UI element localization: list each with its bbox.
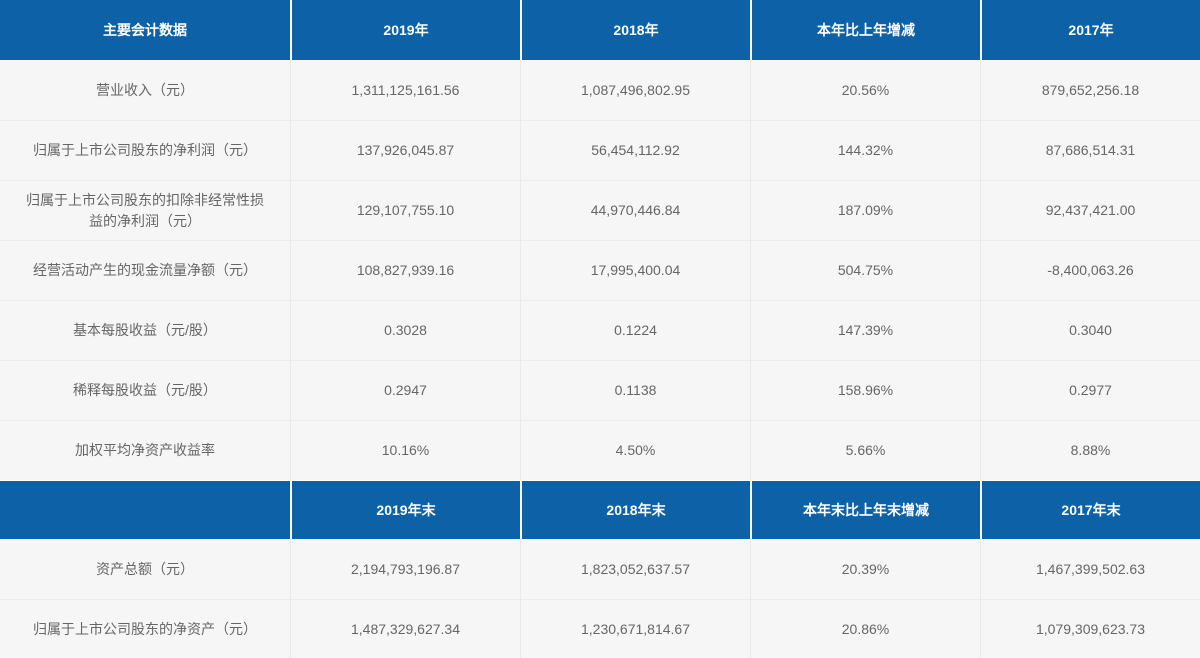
cell-change-value: 187.09% <box>750 180 980 240</box>
header-cell-empty <box>0 481 290 539</box>
table-row-net-profit-excl-nonrecurring: 归属于上市公司股东的扣除非经常性损益的净利润（元） 129,107,755.10… <box>0 180 1200 240</box>
table-row-total-assets: 资产总额（元） 2,194,793,196.87 1,823,052,637.5… <box>0 539 1200 599</box>
cell-2019-value: 2,194,793,196.87 <box>290 539 520 599</box>
cell-2017-value: 87,686,514.31 <box>980 120 1200 180</box>
cell-2017-value: 0.3040 <box>980 300 1200 360</box>
cell-change-value: 20.86% <box>750 599 980 658</box>
cell-2017-value: 0.2977 <box>980 360 1200 420</box>
table-row-net-assets: 归属于上市公司股东的净资产（元） 1,487,329,627.34 1,230,… <box>0 599 1200 658</box>
cell-2017-value: 1,079,309,623.73 <box>980 599 1200 658</box>
cell-change-value: 5.66% <box>750 420 980 480</box>
cell-2019-value: 137,926,045.87 <box>290 120 520 180</box>
row-label: 归属于上市公司股东的扣除非经常性损益的净利润（元） <box>0 180 290 240</box>
cell-2017-value: 879,652,256.18 <box>980 60 1200 120</box>
row-label: 加权平均净资产收益率 <box>0 420 290 480</box>
header-cell-end-yoy-change: 本年末比上年末增减 <box>750 481 980 539</box>
cell-2019-value: 1,487,329,627.34 <box>290 599 520 658</box>
cell-2018-value: 17,995,400.04 <box>520 240 750 300</box>
cell-change-value: 147.39% <box>750 300 980 360</box>
cell-2017-value: 8.88% <box>980 420 1200 480</box>
header-cell-end-2017: 2017年末 <box>980 481 1200 539</box>
cell-2018-value: 1,230,671,814.67 <box>520 599 750 658</box>
row-label: 营业收入（元） <box>0 60 290 120</box>
row-label: 基本每股收益（元/股） <box>0 300 290 360</box>
header-cell-yoy-change: 本年比上年增减 <box>750 0 980 60</box>
cell-2018-value: 0.1224 <box>520 300 750 360</box>
table-row-operating-revenue: 营业收入（元） 1,311,125,161.56 1,087,496,802.9… <box>0 60 1200 120</box>
cell-2018-value: 44,970,446.84 <box>520 180 750 240</box>
header-cell-2017: 2017年 <box>980 0 1200 60</box>
cell-2017-value: 1,467,399,502.63 <box>980 539 1200 599</box>
header-cell-end-2018: 2018年末 <box>520 481 750 539</box>
table-row-diluted-eps: 稀释每股收益（元/股） 0.2947 0.1138 158.96% 0.2977 <box>0 360 1200 420</box>
cell-2018-value: 1,823,052,637.57 <box>520 539 750 599</box>
cell-change-value: 20.39% <box>750 539 980 599</box>
cell-2019-value: 0.3028 <box>290 300 520 360</box>
row-label: 经营活动产生的现金流量净额（元） <box>0 240 290 300</box>
cell-2019-value: 1,311,125,161.56 <box>290 60 520 120</box>
table-row-basic-eps: 基本每股收益（元/股） 0.3028 0.1224 147.39% 0.3040 <box>0 300 1200 360</box>
table-row-net-profit: 归属于上市公司股东的净利润（元） 137,926,045.87 56,454,1… <box>0 120 1200 180</box>
row-label: 稀释每股收益（元/股） <box>0 360 290 420</box>
table-row-weighted-avg-roe: 加权平均净资产收益率 10.16% 4.50% 5.66% 8.88% <box>0 420 1200 480</box>
header-cell-2019: 2019年 <box>290 0 520 60</box>
row-label: 归属于上市公司股东的净利润（元） <box>0 120 290 180</box>
cell-change-value: 504.75% <box>750 240 980 300</box>
table-row-operating-cash-flow: 经营活动产生的现金流量净额（元） 108,827,939.16 17,995,4… <box>0 240 1200 300</box>
header-cell-main-title: 主要会计数据 <box>0 0 290 60</box>
cell-2019-value: 108,827,939.16 <box>290 240 520 300</box>
cell-2018-value: 56,454,112.92 <box>520 120 750 180</box>
cell-2019-value: 10.16% <box>290 420 520 480</box>
header-cell-end-2019: 2019年末 <box>290 481 520 539</box>
cell-change-value: 20.56% <box>750 60 980 120</box>
cell-2019-value: 0.2947 <box>290 360 520 420</box>
cell-2018-value: 4.50% <box>520 420 750 480</box>
cell-change-value: 144.32% <box>750 120 980 180</box>
cell-2018-value: 0.1138 <box>520 360 750 420</box>
cell-2019-value: 129,107,755.10 <box>290 180 520 240</box>
cell-2017-value: -8,400,063.26 <box>980 240 1200 300</box>
row-label: 归属于上市公司股东的净资产（元） <box>0 599 290 658</box>
cell-2018-value: 1,087,496,802.95 <box>520 60 750 120</box>
header-cell-2018: 2018年 <box>520 0 750 60</box>
row-label: 资产总额（元） <box>0 539 290 599</box>
annual-header-row: 主要会计数据 2019年 2018年 本年比上年增减 2017年 <box>0 0 1200 60</box>
cell-2017-value: 92,437,421.00 <box>980 180 1200 240</box>
year-end-header-row: 2019年末 2018年末 本年末比上年末增减 2017年末 <box>0 480 1200 539</box>
cell-change-value: 158.96% <box>750 360 980 420</box>
